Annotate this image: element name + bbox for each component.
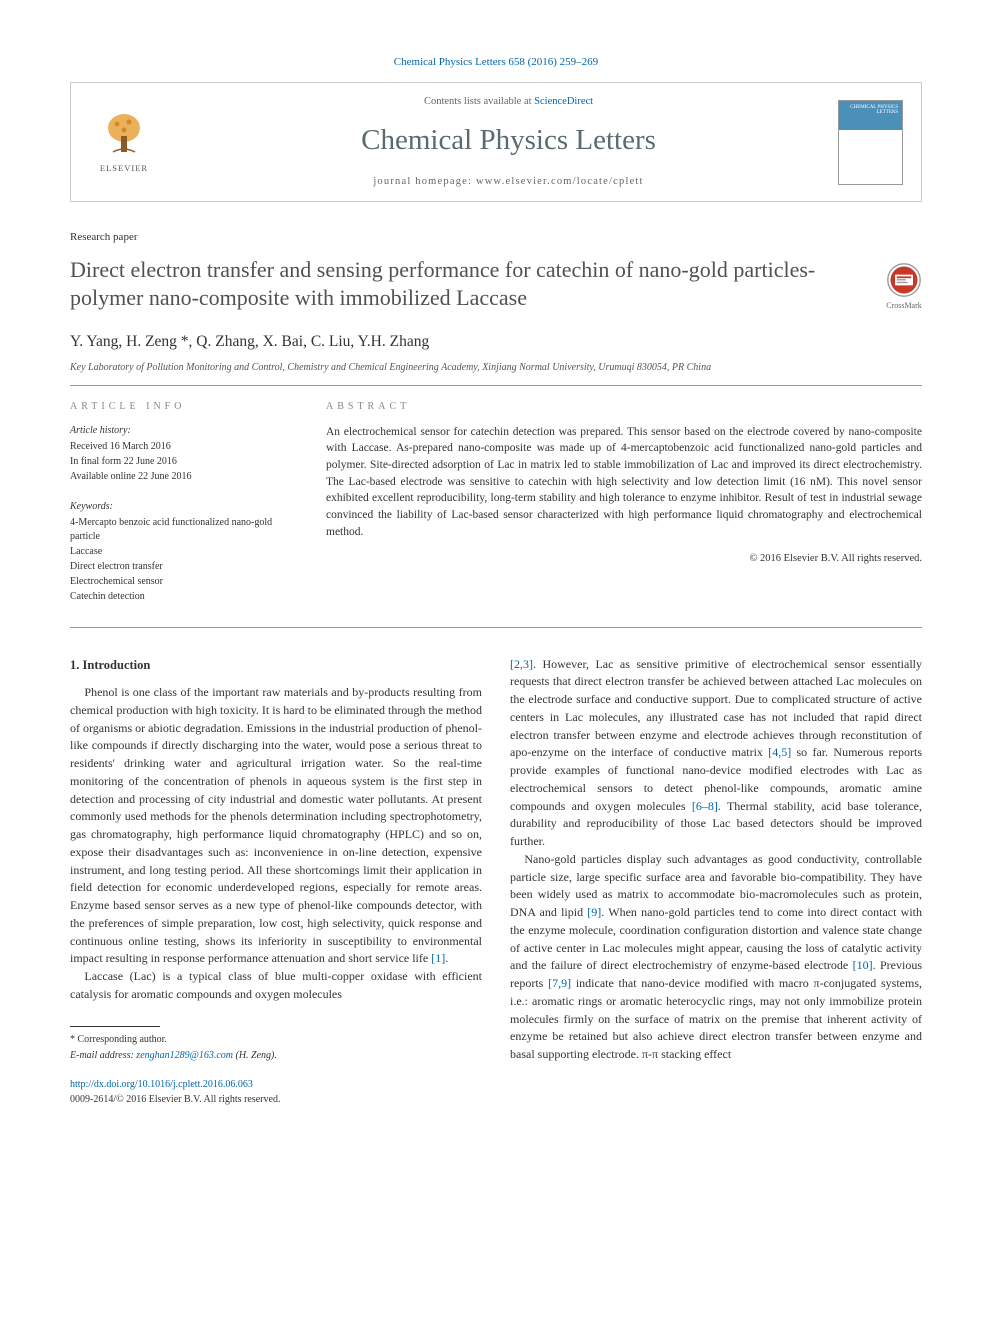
copyright: © 2016 Elsevier B.V. All rights reserved…: [326, 552, 922, 567]
homepage-line: journal homepage: www.elsevier.com/locat…: [179, 175, 838, 190]
paragraph: Laccase (Lac) is a typical class of blue…: [70, 968, 482, 1004]
email-label: E-mail address:: [70, 1050, 136, 1061]
email-author: (H. Zeng).: [233, 1050, 277, 1061]
citation-link[interactable]: [6–8]: [692, 799, 718, 813]
authors-text: Y. Yang, H. Zeng *, Q. Zhang, X. Bai, C.…: [70, 333, 429, 350]
column-left: 1. Introduction Phenol is one class of t…: [70, 656, 482, 1108]
history-item: In final form 22 June 2016: [70, 455, 290, 469]
paper-type: Research paper: [70, 230, 922, 245]
contents-prefix: Contents lists available at: [424, 96, 534, 107]
abstract-block: abstract An electrochemical sensor for c…: [326, 400, 922, 605]
page: Chemical Physics Letters 658 (2016) 259–…: [0, 0, 992, 1158]
history-label: Article history:: [70, 424, 290, 438]
paragraph: Phenol is one class of the important raw…: [70, 684, 482, 968]
body-text: Phenol is one class of the important raw…: [70, 685, 482, 965]
meta-block: article info Article history: Received 1…: [70, 385, 922, 628]
email-link[interactable]: zenghan1289@163.com: [136, 1050, 233, 1061]
issn-line: 0009-2614/© 2016 Elsevier B.V. All right…: [70, 1093, 482, 1108]
body-text: Laccase (Lac) is a typical class of blue…: [70, 969, 482, 1001]
header-citation: Chemical Physics Letters 658 (2016) 259–…: [70, 55, 922, 70]
sciencedirect-link[interactable]: ScienceDirect: [534, 96, 593, 107]
keyword-item: Electrochemical sensor: [70, 575, 290, 589]
title-row: Direct electron transfer and sensing per…: [70, 256, 922, 313]
crossmark-badge[interactable]: CrossMark: [886, 262, 922, 311]
keyword-item: Laccase: [70, 545, 290, 559]
publisher-name: ELSEVIER: [100, 163, 148, 175]
paragraph: Nano-gold particles display such advanta…: [510, 851, 922, 1064]
section-heading: 1. Introduction: [70, 656, 482, 675]
crossmark-icon: [886, 262, 922, 298]
affiliation: Key Laboratory of Pollution Monitoring a…: [70, 361, 922, 375]
article-title: Direct electron transfer and sensing per…: [70, 256, 866, 313]
crossmark-label: CrossMark: [886, 300, 922, 311]
journal-cover-thumbnail[interactable]: CHEMICAL PHYSICS LETTERS: [838, 100, 903, 185]
column-right: [2,3]. However, Lac as sensitive primiti…: [510, 656, 922, 1108]
abstract-text: An electrochemical sensor for catechin d…: [326, 424, 922, 541]
journal-name: Chemical Physics Letters: [179, 120, 838, 161]
history-item: Available online 22 June 2016: [70, 470, 290, 484]
homepage-prefix: journal homepage:: [373, 176, 476, 187]
footnote-separator: [70, 1026, 160, 1027]
body-text: . However, Lac as sensitive primitive of…: [510, 657, 922, 760]
doi-block: http://dx.doi.org/10.1016/j.cplett.2016.…: [70, 1078, 482, 1108]
keyword-item: Catechin detection: [70, 590, 290, 604]
email-line: E-mail address: zenghan1289@163.com (H. …: [70, 1049, 482, 1064]
citation-link[interactable]: [2,3]: [510, 657, 533, 671]
info-heading: article info: [70, 400, 290, 414]
body-text: .: [445, 951, 448, 965]
keyword-item: Direct electron transfer: [70, 560, 290, 574]
cover-thumb-text: CHEMICAL PHYSICS LETTERS: [839, 105, 898, 116]
masthead: ELSEVIER Contents lists available at Sci…: [70, 82, 922, 202]
body-columns: 1. Introduction Phenol is one class of t…: [70, 656, 922, 1108]
keywords-label: Keywords:: [70, 500, 290, 514]
body-text: indicate that nano-device modified with …: [510, 976, 922, 1061]
citation-link[interactable]: [9]: [587, 905, 601, 919]
citation-link[interactable]: [7,9]: [548, 976, 571, 990]
keyword-item: 4-Mercapto benzoic acid functionalized n…: [70, 516, 290, 544]
homepage-url[interactable]: www.elsevier.com/locate/cplett: [476, 176, 644, 187]
abstract-heading: abstract: [326, 400, 922, 414]
corresponding-author-note: * Corresponding author.: [70, 1033, 482, 1048]
doi-link[interactable]: http://dx.doi.org/10.1016/j.cplett.2016.…: [70, 1078, 482, 1093]
contents-line: Contents lists available at ScienceDirec…: [179, 95, 838, 110]
elsevier-tree-icon: [99, 110, 149, 160]
citation-link[interactable]: [4,5]: [768, 745, 791, 759]
masthead-center: Contents lists available at ScienceDirec…: [179, 95, 838, 189]
article-info: article info Article history: Received 1…: [70, 400, 290, 605]
citation-link[interactable]: [10]: [853, 958, 873, 972]
authors: Y. Yang, H. Zeng *, Q. Zhang, X. Bai, C.…: [70, 331, 922, 353]
paragraph: [2,3]. However, Lac as sensitive primiti…: [510, 656, 922, 851]
history-item: Received 16 March 2016: [70, 440, 290, 454]
elsevier-logo[interactable]: ELSEVIER: [89, 102, 159, 182]
citation-link[interactable]: [1]: [431, 951, 445, 965]
